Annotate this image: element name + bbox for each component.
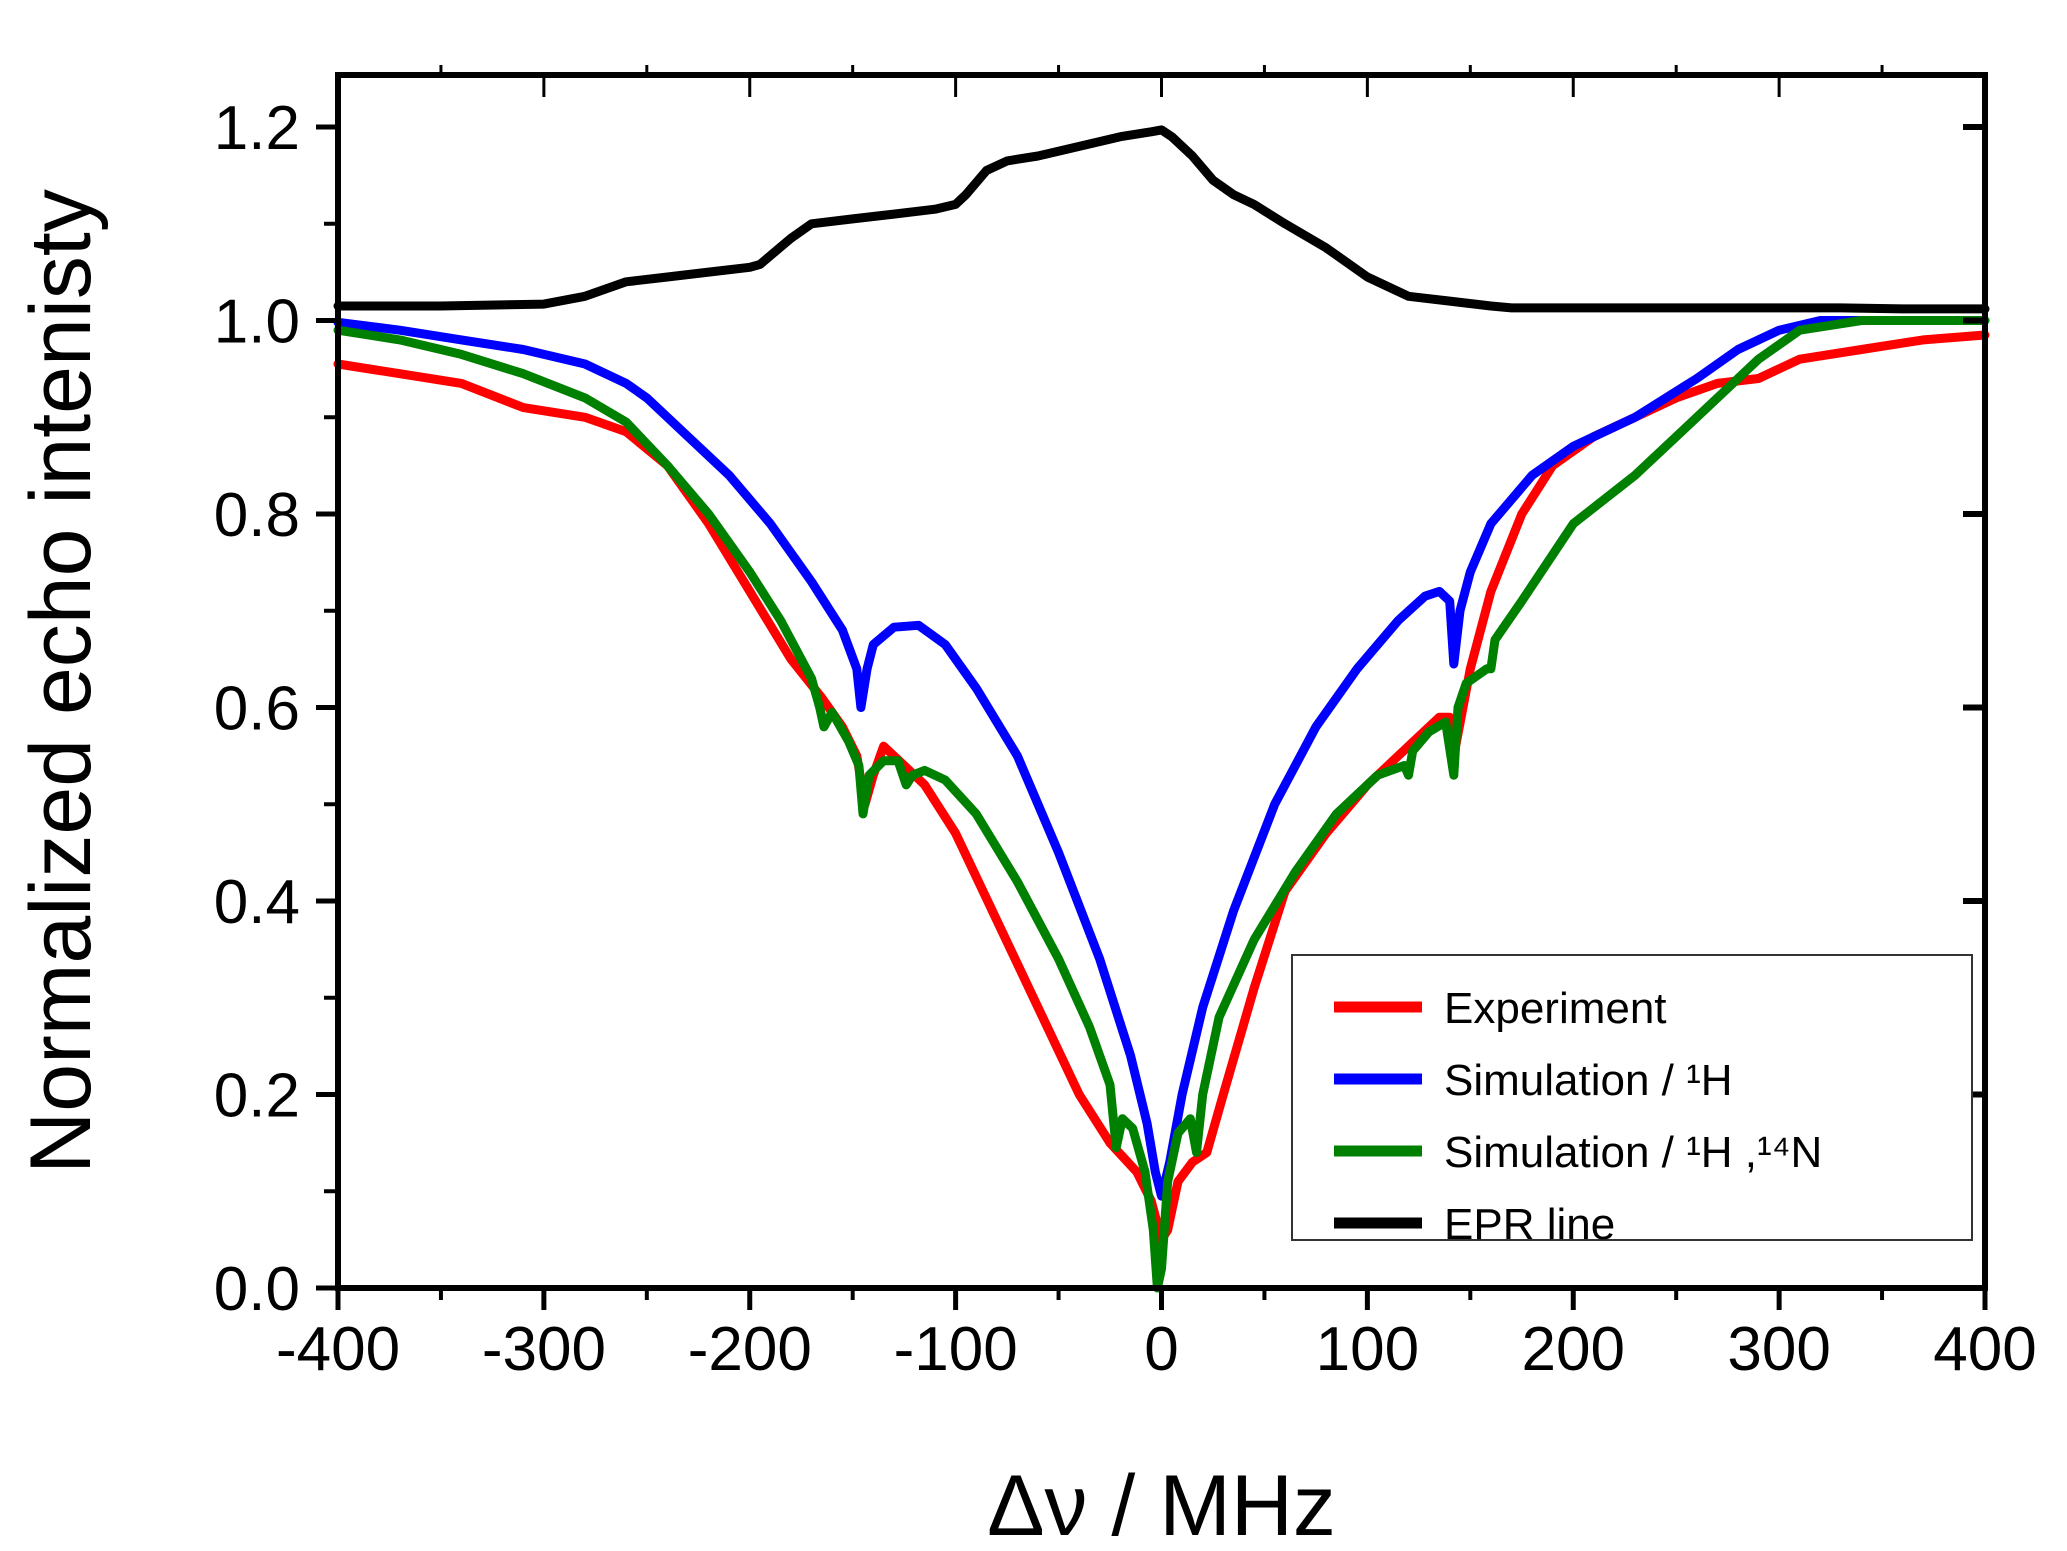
x-tick-label: 300 [1727,1315,1830,1384]
y-axis-label: Normalized echo intenisty [13,189,109,1174]
legend-label: Simulation / ¹H ,¹⁴N [1444,1128,1822,1177]
x-tick-label: 0 [1144,1315,1178,1384]
x-tick-label: 200 [1522,1315,1625,1384]
x-tick-label: -200 [688,1315,812,1384]
legend-label: Experiment [1444,984,1667,1033]
x-tick-label: -400 [276,1315,400,1384]
legend: Experiment Simulation / ¹H Simulation / ¹H… [1291,954,1973,1249]
series-line-1 [333,316,1990,1201]
x-tick-label: -300 [482,1315,606,1384]
y-tick-label: 0.8 [214,481,300,550]
x-axis-label: Δν / MHz [987,1458,1336,1551]
y-tick-label: 0.4 [214,868,300,937]
x-tick-label: 100 [1316,1315,1419,1384]
y-tick-label: 0.2 [214,1062,300,1131]
ticks-layer [316,65,1988,1310]
series-layer [333,125,1990,1293]
x-tick-label: -100 [894,1315,1018,1384]
series-line-2 [333,316,1990,1293]
y-tick-label: 0.0 [214,1255,300,1324]
y-tick-label: 1.0 [214,288,300,357]
y-tick-label: 1.2 [214,94,300,163]
legend-label: Simulation / ¹H [1444,1056,1733,1105]
legend-label: EPR line [1444,1200,1615,1249]
y-tick-labels: 0.0 0.2 0.4 0.6 0.8 1.0 1.2 [214,94,300,1324]
series-line-3 [333,125,1990,314]
x-tick-labels: -400 -300 -200 -100 0 100 200 300 400 [276,1315,2037,1384]
x-tick-label: 400 [1933,1315,2036,1384]
y-tick-label: 0.6 [214,675,300,744]
